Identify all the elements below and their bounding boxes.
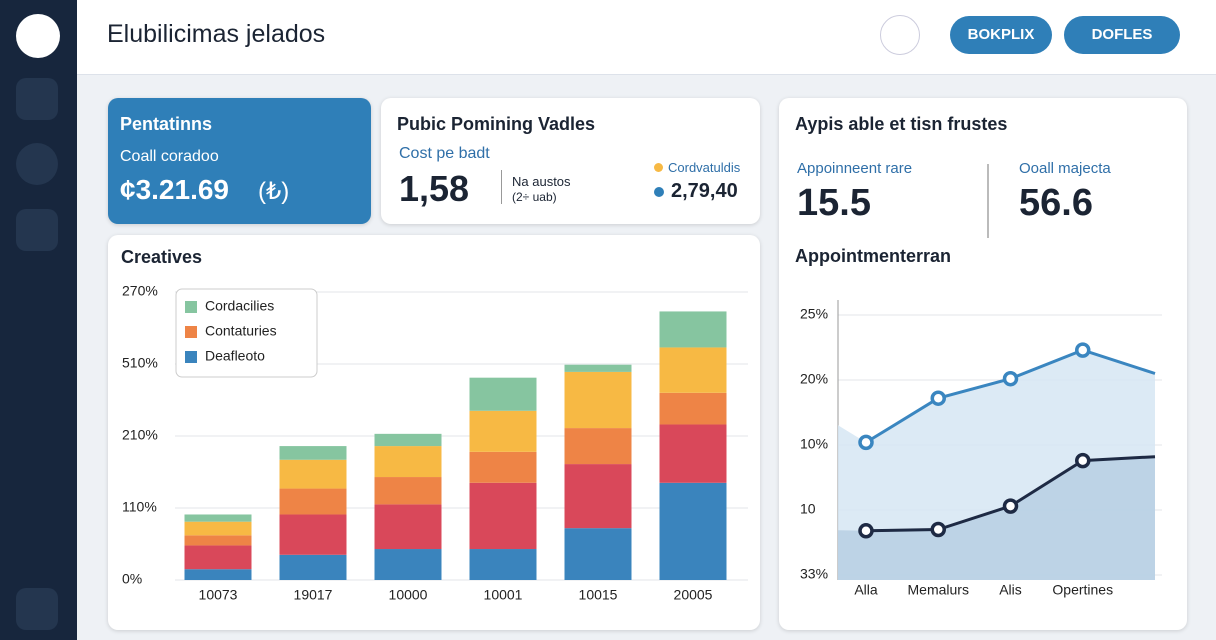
- bar-segment: [279, 446, 347, 460]
- y-tick-label: 510%: [122, 355, 158, 371]
- legend-entry: Contaturies: [205, 323, 277, 339]
- bar-segment: [279, 488, 347, 515]
- legend-entry: Cordvatuldis: [668, 160, 741, 175]
- bar-segment: [374, 433, 442, 447]
- point: [930, 390, 946, 406]
- bar-segment: [184, 545, 252, 570]
- point: [858, 523, 874, 539]
- bar-segment: [469, 549, 537, 580]
- metric-label: Ooall majecta: [1019, 160, 1111, 177]
- legend: [175, 288, 318, 378]
- page-title: Elubilicimas jelados: [107, 20, 326, 48]
- y-tick-label: 10: [800, 501, 816, 517]
- area: [838, 456, 1155, 580]
- y-tick-label: 210%: [122, 427, 158, 443]
- bar-segment: [469, 482, 537, 550]
- bar-segment: [469, 377, 537, 411]
- bar-segment: [659, 424, 727, 483]
- bar-segment: [279, 554, 347, 580]
- bar-segment: [659, 482, 727, 580]
- bar-segment: [279, 459, 347, 489]
- y-tick-label: 0%: [122, 571, 142, 587]
- sidebar: [0, 0, 77, 640]
- legend-swatch: [185, 326, 197, 338]
- refresh-button[interactable]: [880, 15, 920, 55]
- x-tick-label: 10000: [389, 587, 428, 603]
- bar-segment: [659, 392, 727, 425]
- nav-icon[interactable]: [16, 143, 58, 185]
- point: [1002, 498, 1019, 514]
- bar-segment: [184, 569, 252, 580]
- card-unit: (₺): [258, 178, 290, 205]
- chart-title: Appointmenterran: [795, 246, 952, 266]
- bar-segment: [659, 311, 727, 348]
- x-tick-label: Alis: [999, 582, 1022, 598]
- point: [858, 434, 874, 451]
- bar-segment: [564, 364, 632, 372]
- legend-swatch: [185, 351, 197, 363]
- y-tick-label: 110%: [122, 499, 157, 515]
- nav-icon[interactable]: [16, 588, 58, 630]
- total-card: Pentatinns Coall coradoo ¢3.21.69 (₺): [108, 98, 371, 224]
- bar-segment: [184, 521, 252, 536]
- bar-segment: [374, 477, 442, 505]
- card-title: Pentatinns: [120, 114, 213, 134]
- bar-segment: [279, 514, 347, 555]
- bar-segment: [564, 371, 632, 429]
- point: [1075, 342, 1091, 358]
- bar-segment: [184, 535, 252, 546]
- legend-entry: 2,79,40: [671, 180, 738, 202]
- card-label: Cost pe badt: [399, 145, 490, 162]
- x-tick-label: 20005: [674, 587, 713, 603]
- y-tick-label: 33%: [800, 566, 828, 582]
- x-tick-label: Opertines: [1052, 582, 1113, 598]
- button[interactable]: BOKPLIX: [950, 16, 1052, 54]
- y-tick-label: 25%: [800, 306, 828, 322]
- legend-entry: Deafleoto: [205, 348, 265, 364]
- bar-segment: [659, 347, 727, 393]
- bar-segment: [564, 464, 632, 529]
- metric-value: 15.5: [797, 182, 871, 224]
- card-value: ¢3.21.69: [120, 174, 229, 205]
- y-tick-label: 10%: [800, 436, 828, 452]
- bar-segment: [469, 451, 537, 483]
- card-title: Pubic Pomining Vadles: [397, 114, 596, 134]
- x-tick-label: 19017: [294, 587, 333, 603]
- bar-segment: [564, 528, 632, 580]
- legend-swatch: [185, 301, 197, 313]
- cost-card: Pubic Pomining Vadles Cost pe badt 1,58 …: [381, 98, 760, 224]
- x-tick-label: 10073: [199, 587, 238, 603]
- bar-segment: [374, 549, 442, 580]
- bar-segment: [564, 428, 632, 465]
- chart-title: Creatives: [121, 247, 203, 267]
- card-value: 1,58: [399, 168, 470, 209]
- metric-value: 56.6: [1019, 182, 1093, 224]
- x-tick-label: 10015: [579, 587, 618, 603]
- card-title: Aypis able et tisn frustes: [795, 114, 1008, 134]
- x-tick-label: Alla: [854, 582, 878, 598]
- bar-segment: [374, 446, 442, 478]
- point: [930, 521, 946, 538]
- y-tick-label: 270%: [122, 283, 158, 299]
- card-note: (2÷ uab): [512, 190, 557, 204]
- card-note: Na austos: [512, 174, 571, 189]
- legend-entry: Cordacilies: [205, 298, 274, 314]
- button[interactable]: DOFLES: [1064, 16, 1180, 54]
- nav-icon[interactable]: [16, 78, 58, 120]
- logo[interactable]: [16, 14, 60, 58]
- metric-label: Appoinneent rare: [797, 160, 913, 177]
- bar-segment: [374, 504, 442, 550]
- x-tick-label: 10001: [484, 587, 523, 603]
- x-tick-label: Memalurs: [908, 582, 969, 598]
- nav-icon[interactable]: [16, 209, 58, 251]
- bar-segment: [469, 410, 537, 452]
- point: [1002, 370, 1019, 387]
- y-tick-label: 20%: [800, 371, 828, 387]
- point: [1075, 452, 1091, 469]
- card-label: Coall coradoo: [120, 148, 219, 165]
- bar-segment: [184, 514, 252, 522]
